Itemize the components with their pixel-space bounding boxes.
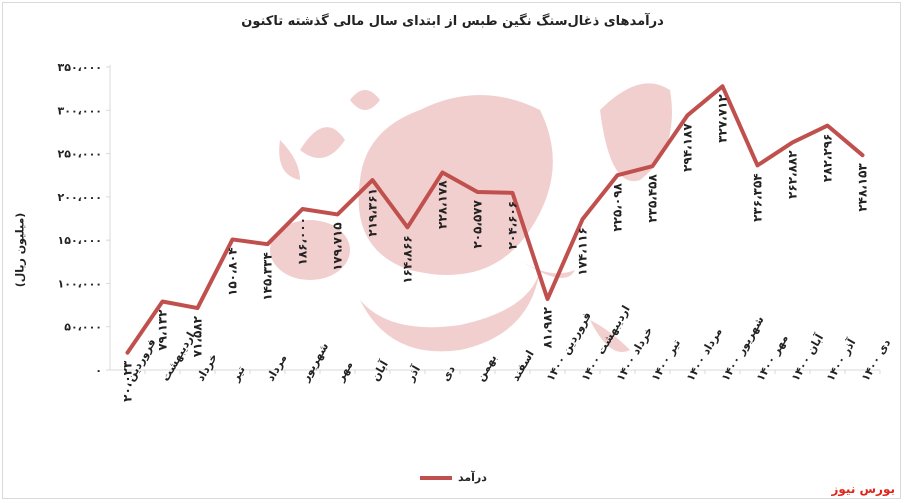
y-tick-label: ۱۰۰،۰۰۰ xyxy=(58,277,102,290)
data-label: ۲۲۵،۰۹۸ xyxy=(611,182,625,231)
brand-logo: بورس نیوز xyxy=(831,482,895,496)
data-point xyxy=(266,242,269,246)
data-point xyxy=(616,173,619,177)
data-point xyxy=(861,153,864,157)
data-point xyxy=(441,170,444,174)
data-label: ۲۰۴،۶۰۶ xyxy=(506,201,520,250)
x-tick-label: آذر xyxy=(402,363,423,385)
data-label: ۱۴۵،۳۳۴ xyxy=(261,252,275,301)
data-point xyxy=(126,351,129,355)
x-tick-label: مرداد ۱۴۰۰ xyxy=(684,326,725,384)
data-point xyxy=(686,113,689,117)
data-label: ۳۲۷،۷۱۲ xyxy=(716,94,730,143)
data-label: ۸۱،۹۸۲ xyxy=(541,306,555,348)
x-tick-label: آبان xyxy=(368,358,391,384)
data-point xyxy=(826,124,829,128)
data-label: ۲۳۵،۴۵۸ xyxy=(646,173,660,222)
data-label: ۲۲۸،۱۷۸ xyxy=(436,180,450,229)
y-tick-label: ۲۵۰،۰۰۰ xyxy=(58,148,102,161)
x-tick-label: اسفند xyxy=(509,348,537,383)
legend-swatch xyxy=(420,475,452,480)
data-label: ۱۷۹،۷۱۵ xyxy=(331,222,345,271)
x-tick-label: مهر xyxy=(333,359,355,384)
data-point xyxy=(371,178,374,182)
x-tick-label: تیر ۱۴۰۰ xyxy=(649,337,683,383)
y-tick-label: ۳۰۰،۰۰۰ xyxy=(58,104,102,117)
series-line-revenue xyxy=(125,84,865,355)
x-tick-label: دی ۱۴۰۰ xyxy=(859,336,894,383)
data-label: ۲۱۹،۳۶۱ xyxy=(366,188,380,237)
y-tick-label: ۳۵۰،۰۰۰ xyxy=(58,61,102,74)
data-point xyxy=(511,191,514,195)
data-point xyxy=(581,217,584,221)
data-point xyxy=(231,237,234,241)
x-tick-label: آبان ۱۴۰۰ xyxy=(788,331,826,383)
legend-label: درآمد xyxy=(458,471,487,484)
x-tick-label: شهریور xyxy=(298,340,331,384)
y-tick-label: ۵۰،۰۰۰ xyxy=(64,321,102,334)
legend: درآمد xyxy=(420,471,487,484)
data-label: ۲۶۲،۸۸۲ xyxy=(786,150,800,199)
data-label: ۱۷۴،۱۱۶ xyxy=(576,227,590,276)
data-point xyxy=(791,140,794,144)
data-label: ۷۹،۱۳۲ xyxy=(156,309,170,351)
x-tick-label: مرداد xyxy=(264,352,290,383)
x-tick-label: دی xyxy=(439,363,458,383)
data-point xyxy=(196,306,199,310)
data-point xyxy=(301,207,304,211)
data-point xyxy=(651,164,654,168)
data-label: ۲۰،۰۲۳ xyxy=(121,360,135,402)
x-tick-label: آذر ۱۴۰۰ xyxy=(823,336,858,383)
data-label: ۱۶۴،۸۶۶ xyxy=(401,235,415,284)
x-tick-label: بهمن xyxy=(474,352,500,383)
data-label: ۱۸۶،۰۰۰ xyxy=(296,217,310,266)
y-tick-label: ۲۰۰،۰۰۰ xyxy=(58,191,102,204)
data-point xyxy=(161,299,164,303)
y-tick-label: ۰ xyxy=(95,364,102,377)
data-label: ۷۱،۵۸۲ xyxy=(191,315,205,357)
data-label: ۲۸۲،۲۹۶ xyxy=(821,134,835,183)
data-label: ۲۳۶،۳۵۴ xyxy=(751,173,765,222)
data-label: ۲۰۵،۵۷۷ xyxy=(471,199,485,248)
x-tick-label: مهر ۱۴۰۰ xyxy=(754,332,791,383)
chart-title: درآمدهای ذغال‌سنگ نگین طبس از ابتدای سال… xyxy=(241,14,664,29)
y-tick-label: ۱۵۰،۰۰۰ xyxy=(58,234,102,247)
data-label: ۱۵۰،۸۰۴ xyxy=(226,247,240,296)
data-point xyxy=(406,225,409,229)
data-label: ۲۴۸،۱۵۳ xyxy=(856,163,870,212)
data-point xyxy=(721,84,724,88)
x-tick-label: تیر xyxy=(228,364,247,385)
data-label: ۲۹۴،۱۸۷ xyxy=(681,123,695,172)
data-point xyxy=(756,163,759,167)
data-point xyxy=(476,190,479,194)
data-point xyxy=(546,297,549,301)
data-point xyxy=(336,212,339,216)
